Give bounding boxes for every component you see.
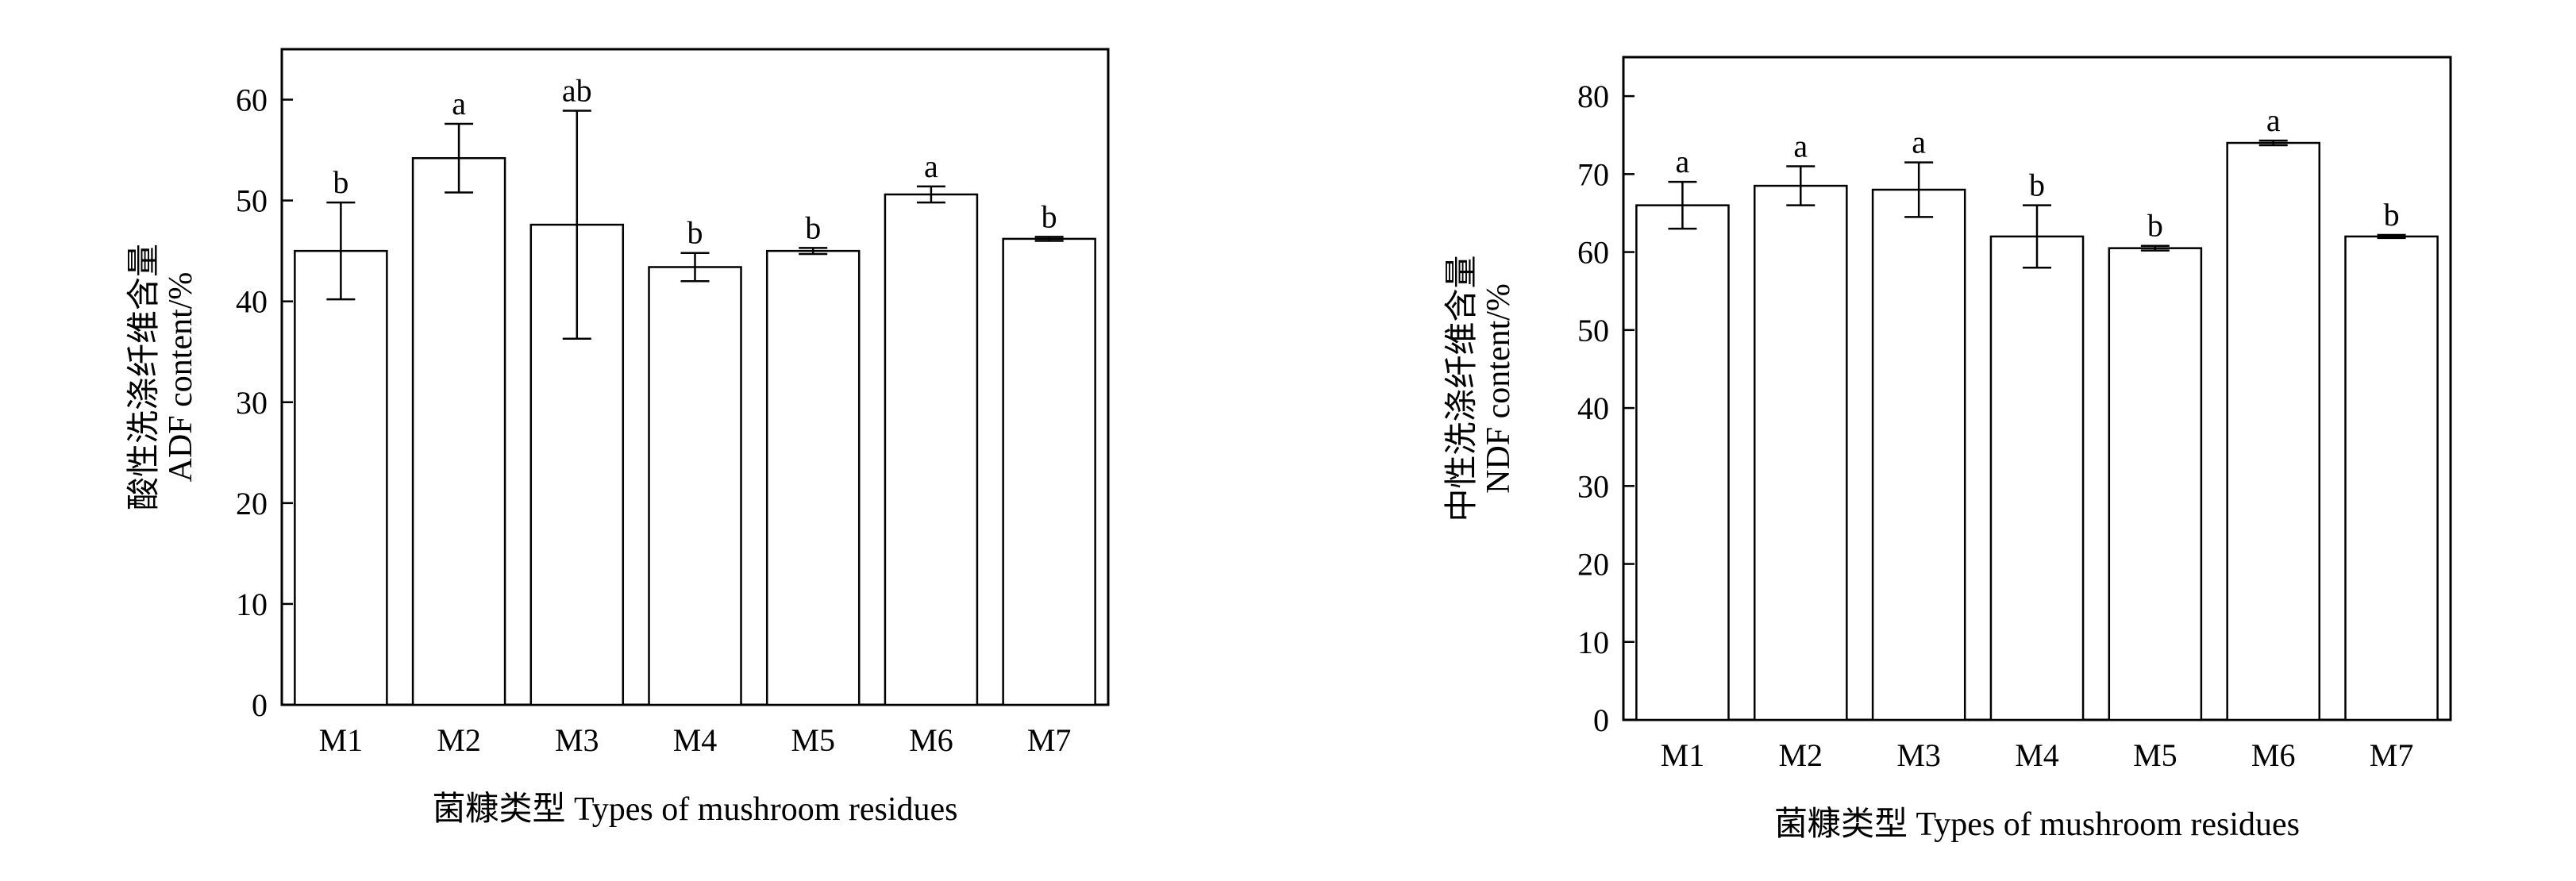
x-tick-label: M1: [1661, 737, 1705, 773]
x-tick-label: M6: [2251, 737, 2296, 773]
y-tick-label: 10: [236, 587, 268, 622]
y-tick-label: 40: [236, 284, 268, 320]
significance-label: ab: [562, 73, 592, 109]
x-tick-label: M5: [2133, 737, 2177, 773]
bar-m1: [294, 249, 388, 706]
y-tick-label: 20: [236, 486, 268, 521]
x-tick-label: M4: [2015, 737, 2059, 773]
y-axis-label-cn: 酸性洗涤纤维含量: [126, 244, 163, 510]
y-axis-label-en: NDF content/%: [1481, 283, 1517, 494]
y-tick-label: 0: [252, 687, 268, 723]
y-tick-label: 30: [236, 385, 268, 421]
significance-label: b: [1042, 198, 1057, 234]
y-axis-label: 酸性洗涤纤维含量 ADF content/%: [126, 244, 199, 510]
bar-m5: [765, 249, 861, 706]
y-tick-label: 70: [1577, 156, 1609, 192]
bar-m2: [1753, 184, 1848, 721]
y-axis-label-en: ADF content/%: [163, 272, 199, 483]
x-tick-label: M7: [2370, 737, 2414, 773]
x-tick-label: M4: [673, 722, 718, 758]
y-tick-label: 20: [1577, 547, 1609, 583]
significance-label: b: [805, 210, 821, 245]
x-tick-label: M2: [1778, 737, 1823, 773]
significance-label: a: [924, 148, 938, 184]
y-tick-label: 60: [236, 83, 268, 118]
bar-m4: [1989, 235, 2085, 721]
x-tick-label: M1: [319, 722, 364, 758]
y-tick-label: 10: [1577, 625, 1609, 660]
x-tick-label: M3: [555, 722, 599, 758]
y-tick-label: 40: [1577, 390, 1609, 426]
x-axis-label: 菌糠类型 Types of mushroom residues: [1774, 806, 2300, 843]
x-axis-label: 菌糠类型 Types of mushroom residues: [433, 791, 958, 828]
x-tick-label: M3: [1896, 737, 1941, 773]
significance-label: b: [2029, 167, 2045, 203]
adf-chart: 0 10 20 30 40 50 60 b M1 a M2 ab M3 b M4 b M5 a M6 b M7 菌糠类型 …: [126, 48, 1110, 828]
y-axis-label-cn: 中性洗涤纤维含量: [1444, 255, 1481, 521]
bar-m7: [2344, 235, 2439, 721]
bar-m5: [2108, 247, 2203, 721]
y-tick-label: 50: [236, 183, 268, 219]
significance-label: b: [2147, 208, 2163, 244]
bar-m3: [1871, 188, 1966, 721]
x-tick-label: M2: [437, 722, 481, 758]
bar-m2: [411, 156, 506, 706]
significance-label: a: [1912, 125, 1926, 160]
significance-label: b: [687, 215, 703, 251]
y-axis-label: 中性洗涤纤维含量 NDF content/%: [1444, 255, 1517, 521]
x-tick-label: M6: [909, 722, 953, 758]
significance-label: a: [452, 86, 466, 121]
bar-m6: [2226, 141, 2321, 721]
x-tick-label: M5: [791, 722, 835, 758]
x-tick-label: M7: [1027, 722, 1072, 758]
y-tick-label: 50: [1577, 313, 1609, 348]
significance-label: a: [1676, 144, 1690, 179]
y-tick-label: 0: [1593, 702, 1609, 738]
ndf-chart: 0 10 20 30 40 50 60 70 80 a M1 a M2 a M3 b M4 b M5 a M6 b M7 菌糠…: [1444, 56, 2452, 843]
significance-label: a: [1793, 129, 1808, 164]
significance-label: a: [2266, 102, 2281, 138]
bar-m7: [1002, 237, 1096, 706]
bar-m6: [884, 193, 979, 706]
y-tick-label: 80: [1577, 79, 1609, 114]
y-tick-label: 60: [1577, 235, 1609, 271]
bar-m1: [1635, 204, 1730, 721]
y-tick-label: 30: [1577, 468, 1609, 504]
significance-label: b: [2384, 197, 2400, 233]
significance-label: b: [333, 164, 348, 200]
bar-m4: [648, 266, 742, 706]
